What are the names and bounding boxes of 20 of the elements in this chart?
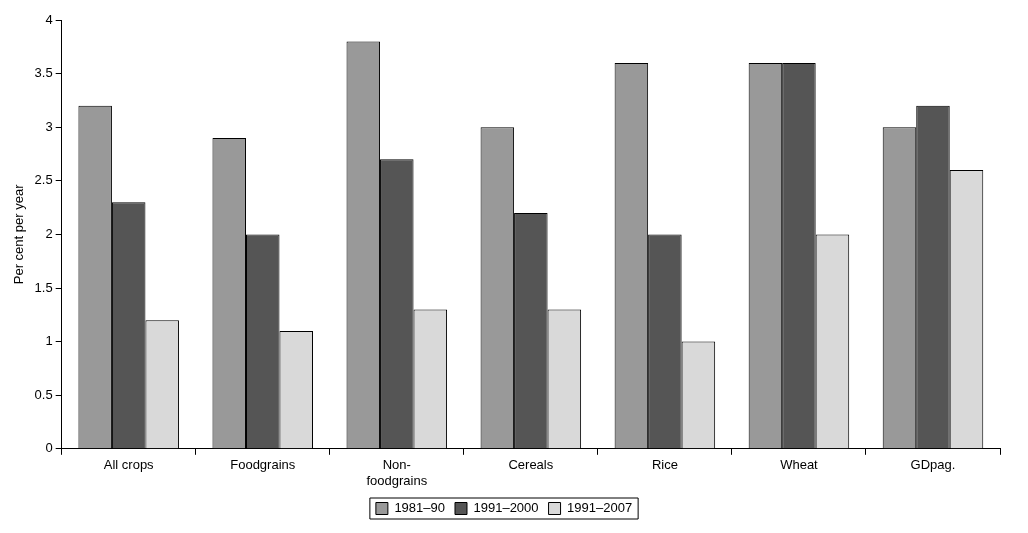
x-tick-label: Non- foodgrains	[366, 457, 428, 488]
x-tick-label: Cereals	[508, 457, 554, 473]
y-tick-label: 0	[45, 440, 53, 456]
y-tick-label: 0.5	[34, 386, 53, 402]
legend-label: 1991–2007	[567, 500, 633, 516]
y-tick-label: 2.5	[34, 172, 53, 188]
legend-label: 1991–2000	[473, 500, 539, 516]
y-tick-label: 4	[45, 11, 53, 27]
x-tick-label: Rice	[651, 457, 678, 473]
y-tick-label: 2	[45, 225, 53, 241]
x-tick-label: All crops	[103, 457, 155, 473]
y-axis-title: Per cent per year	[11, 183, 27, 285]
y-tick-label: 3	[45, 118, 53, 134]
x-tick-label: GDpag.	[910, 457, 956, 473]
y-tick-label: 1.5	[34, 279, 53, 295]
y-tick-label: 1	[45, 333, 53, 349]
y-tick-label: 3.5	[34, 65, 53, 81]
legend-label: 1981–90	[394, 500, 445, 516]
x-tick-label: Wheat	[780, 457, 819, 473]
x-tick-label: Foodgrains	[230, 457, 296, 473]
